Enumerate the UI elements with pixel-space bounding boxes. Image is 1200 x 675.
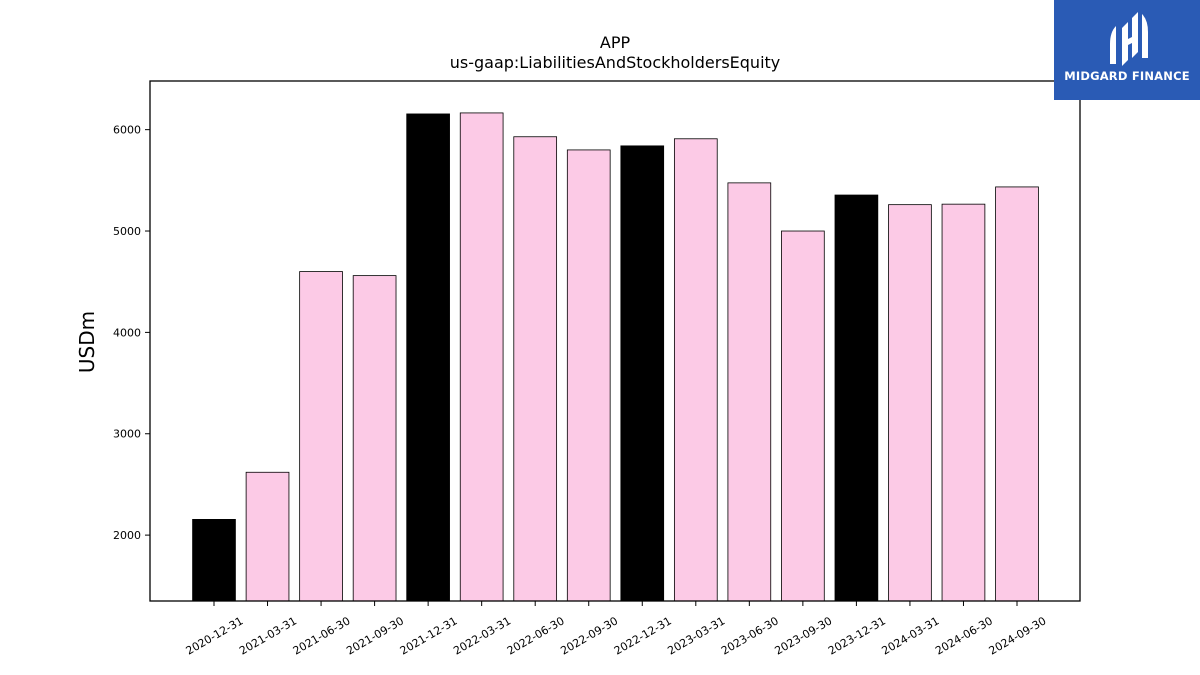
x-tick-label: 2023-06-30 bbox=[719, 614, 781, 657]
bar-2024-03-31 bbox=[888, 204, 932, 602]
chart-title: APP bbox=[600, 33, 631, 52]
bar-2022-06-30 bbox=[513, 136, 558, 602]
x-tick-label: 2022-09-30 bbox=[558, 614, 620, 657]
x-tick-label: 2021-03-31 bbox=[237, 614, 299, 657]
bar-2020-12-31 bbox=[192, 519, 236, 602]
midgard-logo-icon bbox=[1110, 12, 1148, 66]
y-axis-label: USDm bbox=[75, 311, 99, 373]
bar-2024-09-30 bbox=[995, 186, 1039, 602]
y-tick-label: 3000 bbox=[113, 428, 141, 441]
plot-frame bbox=[149, 80, 1081, 602]
x-tick-label: 2022-06-30 bbox=[505, 614, 567, 657]
chart-subtitle: us-gaap:LiabilitiesAndStockholdersEquity bbox=[450, 53, 781, 72]
y-tick-label: 2000 bbox=[113, 529, 141, 542]
y-tick-label: 5000 bbox=[113, 225, 141, 238]
x-tick-label: 2021-12-31 bbox=[398, 614, 460, 657]
y-axis: 2000 3000 4000 5000 6000 bbox=[113, 124, 150, 542]
bar-2022-03-31 bbox=[459, 112, 504, 602]
bar-2023-09-30 bbox=[781, 230, 825, 602]
bar-2021-12-31 bbox=[406, 113, 450, 602]
logo-text: MIDGARD FINANCE bbox=[1064, 69, 1190, 83]
midgard-finance-logo: MIDGARD FINANCE bbox=[1054, 0, 1200, 100]
bar-2023-06-30 bbox=[727, 182, 772, 602]
x-tick-label: 2023-09-30 bbox=[772, 614, 834, 657]
y-tick-label: 6000 bbox=[113, 124, 141, 137]
bar-2022-12-31 bbox=[620, 145, 665, 602]
bars-group bbox=[192, 112, 1039, 602]
bar-2023-12-31 bbox=[834, 194, 879, 602]
x-tick-label: 2022-12-31 bbox=[612, 614, 674, 657]
x-tick-label: 2022-03-31 bbox=[451, 614, 513, 657]
bar-2023-03-31 bbox=[673, 138, 718, 602]
y-tick-label: 4000 bbox=[113, 326, 141, 339]
x-tick-label: 2021-06-30 bbox=[291, 614, 353, 657]
x-axis: 2020-12-312021-03-312021-06-302021-09-30… bbox=[184, 601, 1049, 658]
bar-2021-06-30 bbox=[299, 271, 343, 602]
x-tick-label: 2024-09-30 bbox=[987, 614, 1049, 657]
x-tick-label: 2020-12-31 bbox=[184, 614, 246, 657]
x-tick-label: 2024-03-31 bbox=[880, 614, 942, 657]
x-tick-label: 2021-09-30 bbox=[344, 614, 406, 657]
bar-2024-06-30 bbox=[941, 203, 986, 602]
bar-2022-09-30 bbox=[566, 149, 611, 602]
x-tick-label: 2023-12-31 bbox=[826, 614, 888, 657]
bar-2021-03-31 bbox=[245, 471, 290, 602]
bar-2021-09-30 bbox=[352, 275, 397, 602]
x-tick-label: 2023-03-31 bbox=[665, 614, 727, 657]
x-tick-label: 2024-06-30 bbox=[933, 614, 995, 657]
